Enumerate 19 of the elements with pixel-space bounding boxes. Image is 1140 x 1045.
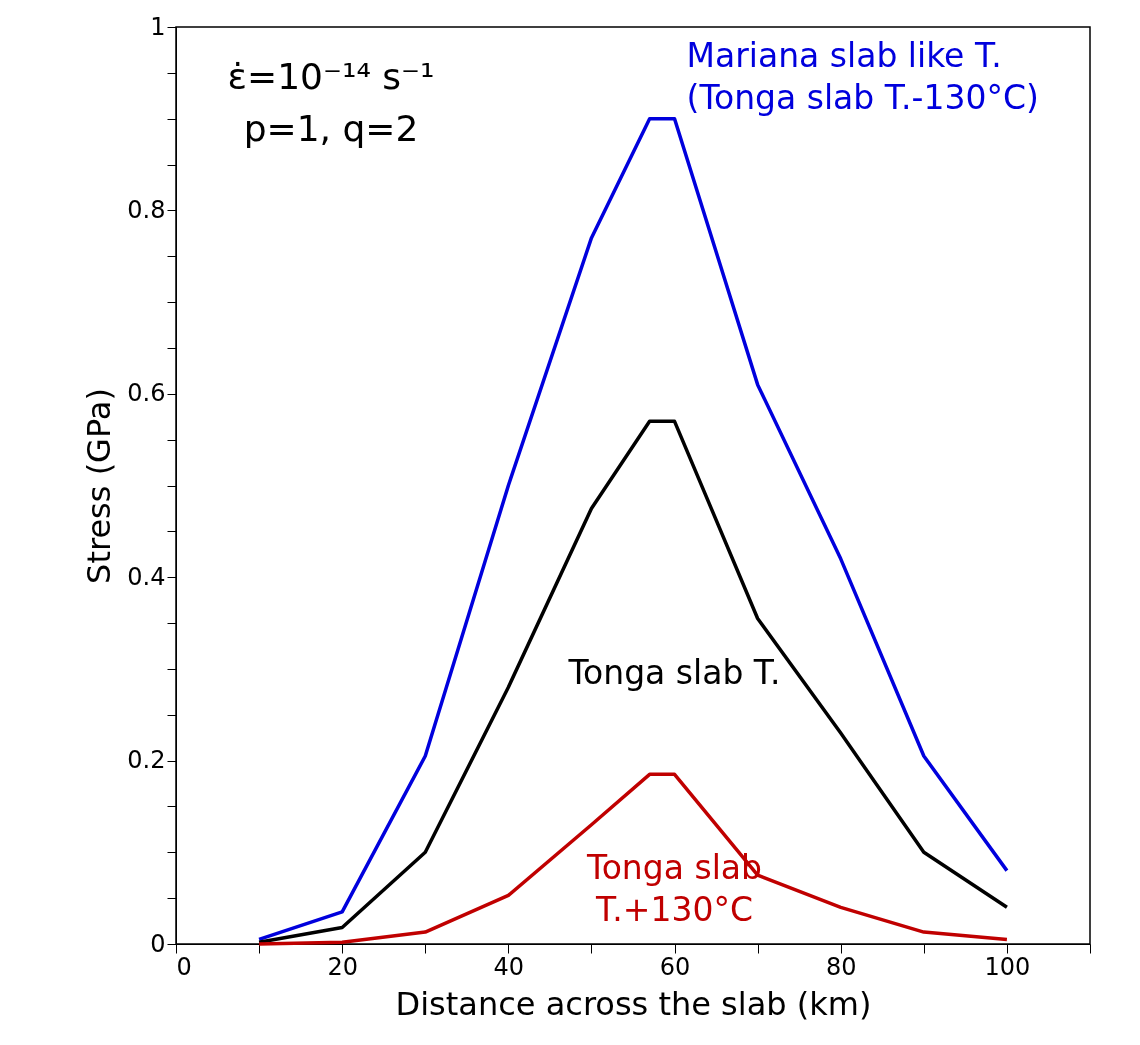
y-tick-label: 0.4 <box>127 562 166 591</box>
x-tick-label: 60 <box>659 952 691 981</box>
x-tick-label: 80 <box>825 952 857 981</box>
series-label: Tonga slab T. <box>567 653 781 693</box>
x-tick-label: 100 <box>984 952 1031 981</box>
y-tick-label: 0.2 <box>127 746 166 775</box>
annotation: ε̇=10⁻¹⁴ s⁻¹ <box>227 56 435 97</box>
y-tick-label: 0 <box>150 929 166 958</box>
y-tick-label: 0.8 <box>127 195 166 224</box>
x-axis-title: Distance across the slab (km) <box>395 984 872 1023</box>
y-axis-title: Stress (GPa) <box>80 388 119 584</box>
x-tick-label: 40 <box>493 952 525 981</box>
series-label: Mariana slab like T. (Tonga slab T.-130°C) <box>686 35 1039 117</box>
x-tick-label: 20 <box>327 952 358 981</box>
annotation: p=1, q=2 <box>243 108 419 149</box>
x-tick-label: 0 <box>176 952 192 981</box>
y-tick-label: 0.6 <box>127 379 166 408</box>
line-series <box>257 772 1009 946</box>
y-tick-label: 1 <box>150 12 166 41</box>
